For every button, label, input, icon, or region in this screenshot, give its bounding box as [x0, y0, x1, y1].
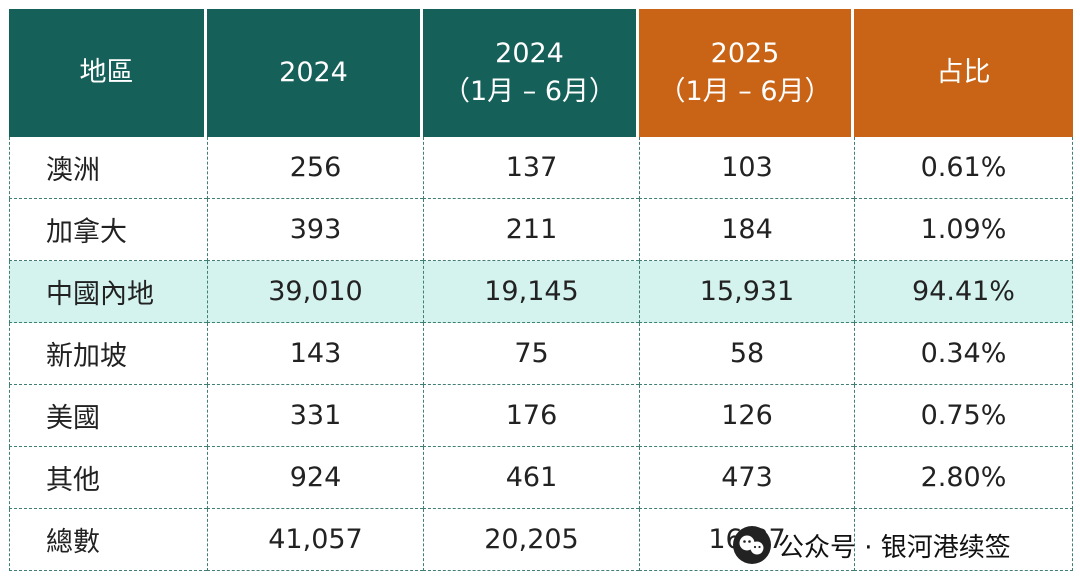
cell-2024: 393	[207, 199, 423, 261]
watermark-text: 公众号 · 银河港续签	[778, 532, 1011, 563]
header-2025-h1-year: 2025	[710, 38, 780, 69]
wechat-official-account-icon	[732, 525, 772, 565]
cell-region: 新加坡	[9, 323, 207, 385]
cell-share	[854, 509, 1073, 571]
table-row: 新加坡 143 75 58 0.34%	[9, 323, 1073, 385]
header-region: 地區	[9, 9, 207, 137]
cell-2024: 331	[207, 385, 423, 447]
cell-2025-h1: 15,931	[639, 261, 854, 323]
header-2024-h1: 2024 （1月 – 6月）	[423, 9, 639, 137]
cell-2024-h1: 20,205	[423, 509, 639, 571]
header-2025-h1: 2025 （1月 – 6月）	[639, 9, 854, 137]
cell-share: 2.80%	[854, 447, 1073, 509]
cell-share: 1.09%	[854, 199, 1073, 261]
cell-2024-h1: 19,145	[423, 261, 639, 323]
header-2025-h1-period: （1月 – 6月）	[658, 76, 832, 107]
cell-2024: 41,057	[207, 509, 423, 571]
cell-2025-h1: 103	[639, 137, 854, 199]
header-2024: 2024	[207, 9, 423, 137]
cell-2024-h1: 137	[423, 137, 639, 199]
cell-2025-h1: 184	[639, 199, 854, 261]
cell-region: 總數	[9, 509, 207, 571]
table-row: 美國 331 176 126 0.75%	[9, 385, 1073, 447]
header-2024-h1-period: （1月 – 6月）	[442, 76, 617, 107]
cell-2024: 924	[207, 447, 423, 509]
cell-2024-h1: 211	[423, 199, 639, 261]
cell-2025-h1: 58	[639, 323, 854, 385]
cell-share: 0.61%	[854, 137, 1073, 199]
table-row-highlighted: 中國內地 39,010 19,145 15,931 94.41%	[9, 261, 1073, 323]
cell-2024: 143	[207, 323, 423, 385]
table-row: 澳洲 256 137 103 0.61%	[9, 137, 1073, 199]
table-row: 其他 924 461 473 2.80%	[9, 447, 1073, 509]
cell-2024: 256	[207, 137, 423, 199]
cell-2025-h1: 473	[639, 447, 854, 509]
cell-region: 加拿大	[9, 199, 207, 261]
data-table: 地區 2024 2024 （1月 – 6月） 2025 （1月 – 6月） 占比	[9, 9, 1073, 571]
cell-2025-h1: 126	[639, 385, 854, 447]
cell-region: 美國	[9, 385, 207, 447]
header-row: 地區 2024 2024 （1月 – 6月） 2025 （1月 – 6月） 占比	[9, 9, 1073, 137]
cell-region: 其他	[9, 447, 207, 509]
cell-2024: 39,010	[207, 261, 423, 323]
table-row: 加拿大 393 211 184 1.09%	[9, 199, 1073, 261]
header-share: 占比	[854, 9, 1073, 137]
cell-share: 94.41%	[854, 261, 1073, 323]
cell-share: 0.34%	[854, 323, 1073, 385]
cell-2024-h1: 176	[423, 385, 639, 447]
cell-region: 澳洲	[9, 137, 207, 199]
cell-region: 中國內地	[9, 261, 207, 323]
header-2024-h1-year: 2024	[495, 38, 564, 69]
cell-2024-h1: 75	[423, 323, 639, 385]
watermark: 公众号 · 银河港续签	[732, 525, 1011, 565]
cell-share: 0.75%	[854, 385, 1073, 447]
cell-2024-h1: 461	[423, 447, 639, 509]
